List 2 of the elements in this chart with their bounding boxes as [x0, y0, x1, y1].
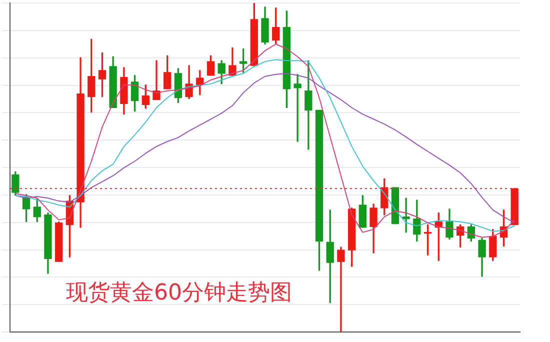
annotation: 现货黄金60分钟走势图: [66, 280, 292, 306]
candlestick: [510, 188, 518, 226]
